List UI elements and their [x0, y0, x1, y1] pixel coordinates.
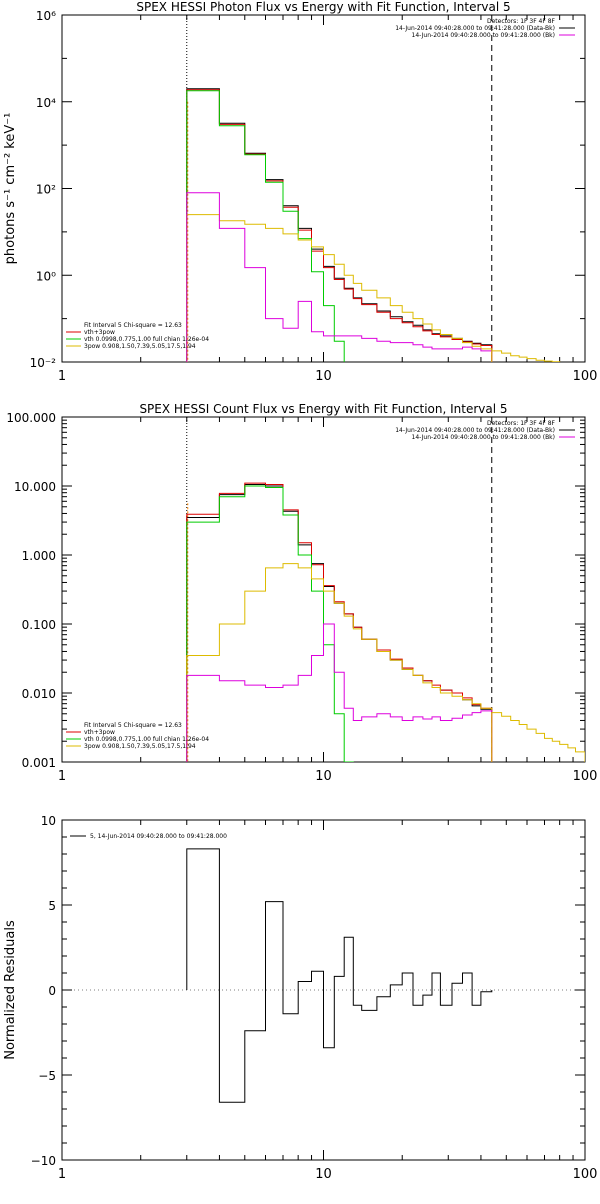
y-tick-label: −5 — [38, 1069, 56, 1083]
x-tick-label: 10 — [315, 1167, 332, 1182]
legend-entry: 5, 14-Jun-2014 09:40:28.000 to 09:41:28.… — [90, 833, 227, 840]
y-axis-label: Normalized Residuals — [3, 920, 18, 1060]
series-group — [186, 482, 585, 762]
x-tick-label: 1 — [58, 769, 66, 784]
series-line — [186, 482, 493, 762]
legend-entry: Detectors: 1F 3F 4F 8F — [487, 420, 556, 427]
y-tick-label: 10⁻² — [30, 356, 57, 370]
series-line — [186, 563, 493, 762]
y-tick-label: 10⁰ — [36, 269, 56, 283]
legend-entry: vth 0.0998,0.775,1.00 full chian 1.26e-0… — [84, 736, 209, 743]
legend-entry: Fit Interval 5 Chi-square = 12.63 — [84, 722, 182, 729]
legend-entry: 3pow 0.908,1.50,7.39,5.05,17.5,1.94 — [84, 743, 196, 750]
series-line — [186, 89, 493, 362]
y-tick-label: 5 — [48, 899, 56, 913]
x-tick-label: 10 — [315, 369, 332, 384]
series-line — [186, 214, 493, 362]
plot-title: SPEX HESSI Count Flux vs Energy with Fit… — [139, 402, 507, 416]
legend-entry: 14-Jun-2014 09:40:28.000 to 09:41:28.000… — [395, 427, 555, 434]
series-line — [186, 848, 493, 1103]
series-group — [186, 88, 561, 362]
legend-entry: 14-Jun-2014 09:40:28.000 to 09:41:28.000… — [412, 434, 555, 441]
legend-entry: Detectors: 1F 3F 4F 8F — [487, 18, 556, 25]
x-tick-label: 100 — [573, 369, 598, 384]
series-line — [186, 192, 493, 362]
series-group — [186, 848, 493, 1103]
x-tick-label: 10 — [315, 769, 332, 784]
legend-entry: 14-Jun-2014 09:40:28.000 to 09:41:28.000… — [395, 25, 555, 32]
legend-entry: 14-Jun-2014 09:40:28.000 to 09:41:28.000… — [412, 32, 555, 39]
legend-entry: vth+3pow — [84, 729, 115, 736]
x-tick-label: 1 — [58, 1167, 66, 1182]
x-tick-label: 100 — [573, 1167, 598, 1182]
legend-entry: Fit Interval 5 Chi-square = 12.63 — [84, 322, 182, 329]
y-tick-label: 1.000 — [22, 549, 56, 563]
panel-2: SPEX HESSI Count Flux vs Energy with Fit… — [6, 402, 597, 784]
series-line — [491, 712, 585, 762]
x-tick-label: 1 — [58, 369, 66, 384]
series-line — [491, 350, 561, 362]
panel-3: 1 10 100 −10 −5 0 5 10 Normalized Residuals 5, 14… — [3, 814, 597, 1182]
y-tick-label: 0 — [48, 984, 56, 998]
y-tick-label: 10⁴ — [36, 96, 56, 110]
panel-1: SPEX HESSI Photon Flux vs Energy with Fi… — [3, 0, 597, 384]
y-tick-label: 10² — [36, 183, 56, 197]
y-tick-label: 0.001 — [22, 756, 56, 770]
series-line — [186, 485, 354, 762]
y-tick-label: 100.000 — [6, 411, 56, 425]
y-tick-label: −10 — [31, 1154, 56, 1168]
y-tick-label: 10.000 — [14, 480, 56, 494]
plot-title: SPEX HESSI Photon Flux vs Energy with Fi… — [136, 0, 510, 14]
x-tick-label: 100 — [573, 769, 598, 784]
legend-entry: vth 0.0998,0.775,1.00 full chian 1.26e-0… — [84, 336, 209, 343]
y-tick-label: 0.010 — [22, 687, 56, 701]
y-tick-label: 0.100 — [22, 618, 56, 632]
series-line — [186, 90, 345, 362]
legend-entry: vth+3pow — [84, 329, 115, 336]
y-axis-label: photons s⁻¹ cm⁻² keV⁻¹ — [3, 113, 18, 265]
series-line — [186, 88, 493, 362]
y-tick-label: 10 — [41, 814, 56, 828]
plot-frame — [61, 14, 586, 363]
series-line — [186, 484, 493, 762]
y-tick-label: 10⁶ — [36, 9, 56, 23]
series-line — [186, 623, 493, 762]
legend-entry: 3pow 0.908,1.50,7.39,5.05,17.5,1.94 — [84, 343, 196, 350]
